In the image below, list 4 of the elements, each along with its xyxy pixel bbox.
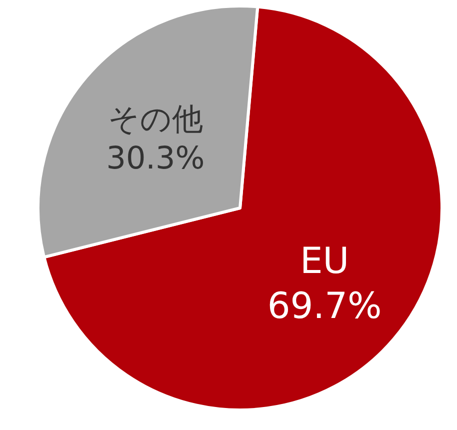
slice-label: EU (300, 240, 350, 282)
data-label: 30.3% (106, 140, 205, 176)
data-label: 69.7% (267, 286, 382, 327)
slice-label: その他 (108, 102, 203, 138)
